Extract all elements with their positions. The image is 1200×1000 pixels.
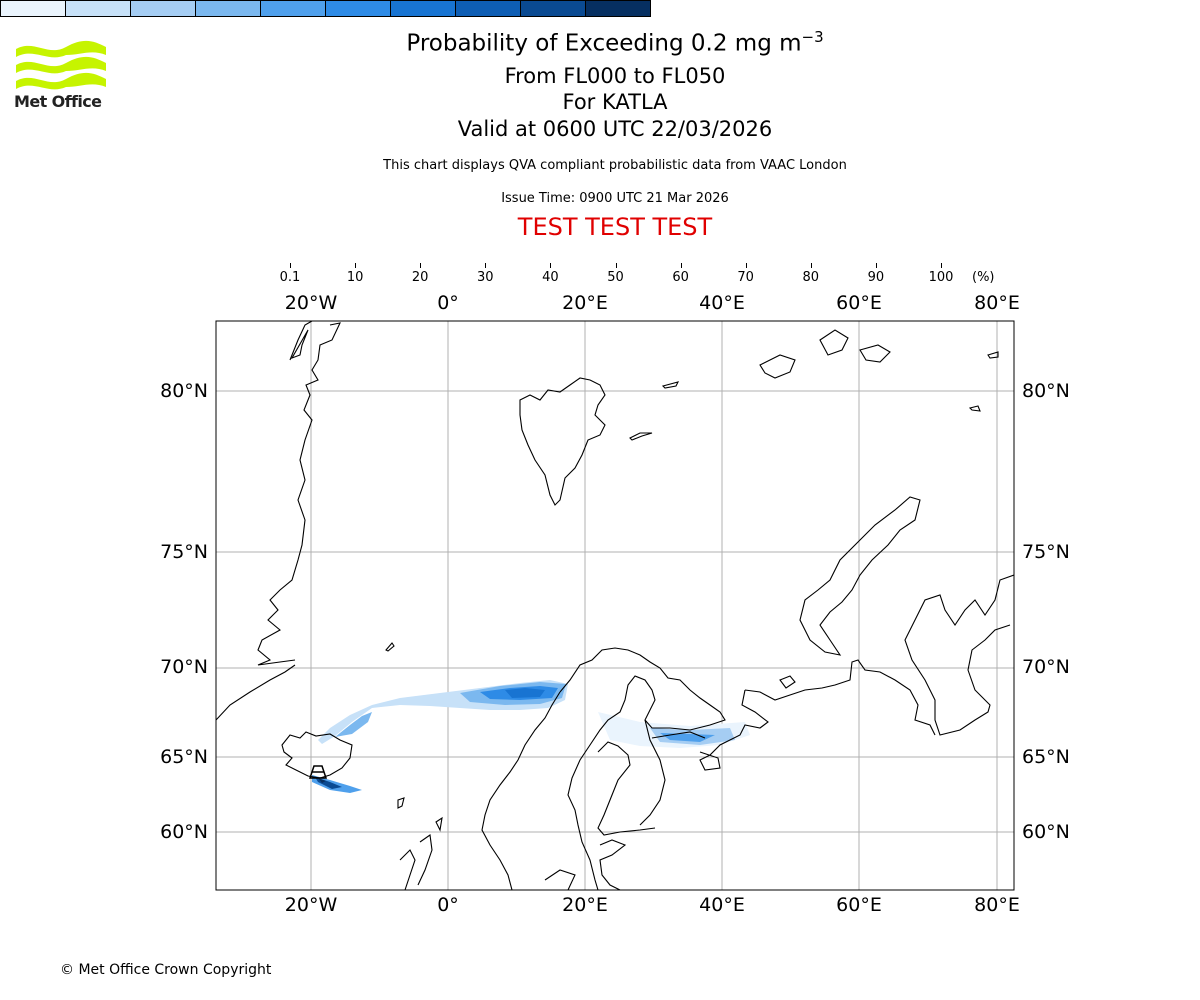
chart-description: This chart displays QVA compliant probab…	[383, 158, 847, 173]
colorbar-segment	[261, 1, 326, 16]
lon-label-bottom: 20°E	[562, 894, 608, 916]
lat-label-left: 60°N	[160, 821, 208, 843]
colorbar-tick-label: 100	[928, 270, 954, 285]
lat-label-right: 75°N	[1022, 541, 1070, 563]
colorbar-tick-label: 80	[802, 270, 820, 285]
lon-label-top: 20°E	[562, 292, 608, 314]
volcano-name: For KATLA	[562, 90, 668, 114]
colorbar-tick-mark	[550, 263, 552, 268]
colorbar-tick-label: 60	[672, 270, 689, 285]
lat-label-left: 75°N	[160, 541, 208, 563]
colorbar-tick-label: 0.1	[279, 270, 301, 285]
lat-label-left: 80°N	[160, 380, 208, 402]
lon-label-top: 60°E	[836, 292, 882, 314]
colorbar-segment	[196, 1, 261, 16]
colorbar-segment	[131, 1, 196, 16]
ash-probability-plume	[312, 680, 750, 793]
issue-time: Issue Time: 0900 UTC 21 Mar 2026	[501, 191, 729, 206]
colorbar-segment	[586, 1, 650, 16]
probability-colorbar	[0, 0, 651, 17]
lat-label-right: 80°N	[1022, 380, 1070, 402]
chart-title: Probability of Exceeding 0.2 mg m−3	[406, 28, 824, 57]
lat-label-right: 70°N	[1022, 656, 1070, 678]
met-office-logo-waves-icon	[16, 40, 106, 90]
colorbar-tick-label: 50	[607, 270, 624, 285]
lon-label-top: 40°E	[699, 292, 745, 314]
lon-label-top: 20°W	[284, 292, 338, 314]
colorbar-tick-mark	[355, 263, 357, 268]
colorbar-segment	[1, 1, 66, 16]
colorbar-segment	[66, 1, 131, 16]
lon-label-bottom: 40°E	[699, 894, 745, 916]
colorbar-segment	[521, 1, 586, 16]
lon-label-top: 0°	[437, 292, 459, 314]
colorbar-tick-label: 70	[737, 270, 754, 285]
coastlines	[216, 321, 1014, 890]
colorbar-segment	[391, 1, 456, 16]
test-banner: TEST TEST TEST	[517, 213, 713, 241]
met-office-logo-text: Met Office	[14, 92, 102, 111]
lon-label-bottom: 20°W	[284, 894, 338, 916]
colorbar-unit: (%)	[972, 270, 995, 285]
colorbar-tick-mark	[615, 263, 617, 268]
lon-label-top: 80°E	[974, 292, 1020, 314]
lat-label-left: 65°N	[160, 746, 208, 768]
flight-level-range: From FL000 to FL050	[504, 64, 726, 88]
lon-label-bottom: 0°	[437, 894, 459, 916]
lat-label-left: 70°N	[160, 656, 208, 678]
lat-label-right: 65°N	[1022, 746, 1070, 768]
lon-label-bottom: 60°E	[836, 894, 882, 916]
colorbar-tick-mark	[680, 263, 682, 268]
graticule	[216, 321, 1014, 890]
colorbar-tick-label: 30	[477, 270, 494, 285]
colorbar-tick-mark	[941, 263, 942, 268]
colorbar-tick-label: 40	[542, 270, 559, 285]
colorbar-tick-mark	[875, 263, 877, 268]
volcano-marker-icon	[308, 765, 328, 779]
colorbar-tick-label: 10	[346, 270, 364, 285]
colorbar-segment	[456, 1, 521, 16]
colorbar-tick-label: 90	[867, 270, 885, 285]
colorbar-tick-mark	[745, 263, 747, 268]
lon-label-bottom: 80°E	[974, 894, 1020, 916]
colorbar-segment	[326, 1, 391, 16]
colorbar-tick-mark	[290, 263, 291, 268]
colorbar-tick-mark	[485, 263, 487, 268]
valid-time: Valid at 0600 UTC 22/03/2026	[457, 117, 773, 141]
colorbar-tick-mark	[810, 263, 812, 268]
colorbar-tick-label: 20	[411, 270, 429, 285]
colorbar-tick-mark	[420, 263, 422, 268]
lat-label-right: 60°N	[1022, 821, 1070, 843]
map-frame	[215, 320, 1015, 891]
copyright-notice: © Met Office Crown Copyright	[60, 962, 272, 978]
